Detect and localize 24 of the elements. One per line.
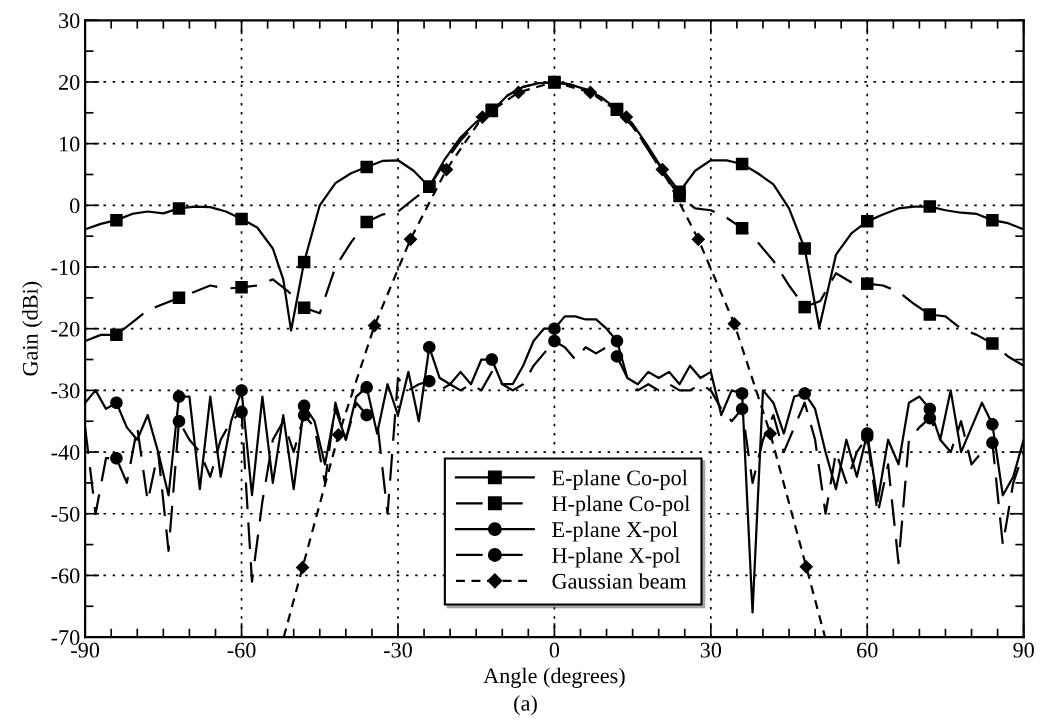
text: (a) bbox=[514, 695, 537, 716]
x-tick-label: -30 bbox=[383, 642, 412, 658]
y-tick-label: 30 bbox=[59, 13, 80, 29]
y-axis-title: Gain (dBi) bbox=[22, 281, 43, 376]
y-tick-label: 20 bbox=[59, 74, 80, 90]
y-tick-label: -50 bbox=[51, 506, 80, 522]
x-tick-label: 30 bbox=[700, 642, 722, 658]
y-tick-label: 10 bbox=[60, 136, 80, 152]
y-tick-label: -60 bbox=[51, 568, 80, 584]
y-tick-label: -40 bbox=[51, 445, 80, 460]
legend-label: Gaussian beam bbox=[552, 573, 687, 589]
x-tick-label: -60 bbox=[227, 642, 256, 658]
y-tick-label: -10 bbox=[51, 259, 80, 275]
y-tick-label: -20 bbox=[51, 321, 80, 337]
legend-label: H-plane X-pol bbox=[552, 547, 681, 568]
x-tick-label: 90 bbox=[1013, 642, 1034, 658]
x-tick-label: 60 bbox=[857, 642, 878, 658]
legend-label: H-plane Co-pol bbox=[552, 495, 690, 516]
y-tick-label: 0 bbox=[70, 198, 80, 214]
legend-label: E-plane Co-pol bbox=[552, 469, 688, 490]
legend-label: E-plane X-pol bbox=[552, 521, 678, 542]
y-tick-label: -30 bbox=[51, 383, 80, 399]
x-tick-label: 0 bbox=[549, 642, 560, 658]
x-axis-title: Angle (degrees) bbox=[483, 667, 625, 688]
